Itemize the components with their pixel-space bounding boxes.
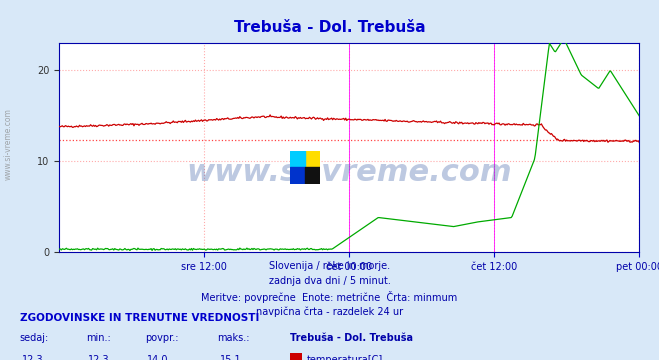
Text: navpična črta - razdelek 24 ur: navpična črta - razdelek 24 ur	[256, 306, 403, 317]
Text: ZGODOVINSKE IN TRENUTNE VREDNOSTI: ZGODOVINSKE IN TRENUTNE VREDNOSTI	[20, 313, 259, 323]
Text: www.si-vreme.com: www.si-vreme.com	[3, 108, 13, 180]
Text: maks.:: maks.:	[217, 333, 250, 343]
Text: min.:: min.:	[86, 333, 111, 343]
Polygon shape	[290, 167, 304, 184]
Text: povpr.:: povpr.:	[145, 333, 179, 343]
Polygon shape	[304, 151, 320, 167]
Text: temperatura[C]: temperatura[C]	[306, 355, 383, 360]
Text: Trebuša - Dol. Trebuša: Trebuša - Dol. Trebuša	[290, 333, 413, 343]
Text: 12,3: 12,3	[22, 355, 43, 360]
Text: zadnja dva dni / 5 minut.: zadnja dva dni / 5 minut.	[269, 276, 390, 286]
Text: 12,3: 12,3	[88, 355, 109, 360]
Text: www.si-vreme.com: www.si-vreme.com	[186, 158, 512, 187]
Text: sedaj:: sedaj:	[20, 333, 49, 343]
Polygon shape	[290, 151, 304, 167]
Text: Slovenija / reke in morje.: Slovenija / reke in morje.	[269, 261, 390, 271]
Text: 15,1: 15,1	[220, 355, 241, 360]
Text: Trebuša - Dol. Trebuša: Trebuša - Dol. Trebuša	[234, 20, 425, 35]
Text: Meritve: povprečne  Enote: metrične  Črta: minmum: Meritve: povprečne Enote: metrične Črta:…	[202, 291, 457, 303]
Text: 14,0: 14,0	[148, 355, 169, 360]
Polygon shape	[304, 167, 320, 184]
